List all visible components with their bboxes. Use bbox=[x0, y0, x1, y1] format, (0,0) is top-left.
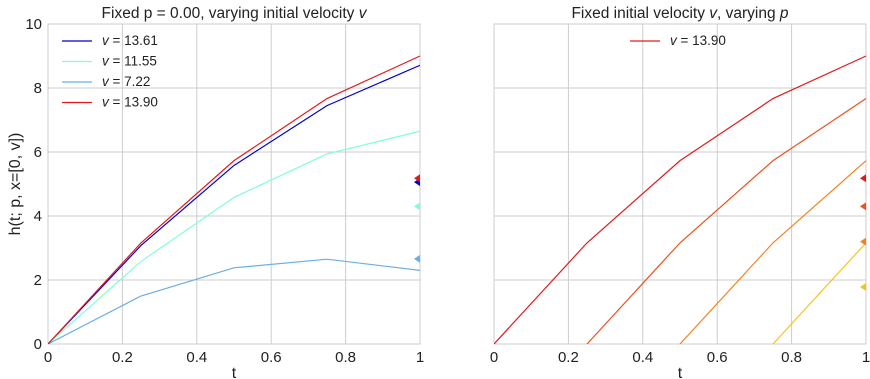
chart-title-variable: v bbox=[359, 5, 368, 22]
series-end-marker bbox=[860, 202, 866, 211]
x-tick-label: 0.2 bbox=[112, 349, 133, 366]
legend-value: = 7.22 bbox=[109, 74, 151, 89]
x-tick-label: 0.8 bbox=[781, 349, 802, 366]
legend-label: v = 13.90 bbox=[102, 95, 158, 110]
legend-variable: v bbox=[102, 74, 110, 89]
y-tick-label: 10 bbox=[25, 16, 42, 33]
legend-variable: v bbox=[102, 54, 110, 69]
series-line bbox=[48, 130, 420, 344]
chart-title: Fixed p = 0.00, varying initial velocity… bbox=[102, 5, 368, 22]
grid bbox=[493, 23, 867, 345]
legend-value: = 13.90 bbox=[677, 33, 726, 48]
series-line bbox=[586, 98, 866, 344]
chart-title: Fixed initial velocity v, varying p bbox=[571, 5, 788, 22]
chart-title-text: Fixed initial velocity bbox=[571, 5, 709, 22]
chart-title-suffix: , varying bbox=[717, 5, 780, 22]
series-line bbox=[48, 258, 420, 344]
series-end-marker bbox=[414, 254, 420, 263]
chart-title-variable: p bbox=[779, 5, 789, 22]
legend-variable: v bbox=[102, 95, 110, 110]
series-line bbox=[48, 55, 420, 344]
x-tick-label: 0.2 bbox=[558, 349, 579, 366]
x-axis-label: t bbox=[232, 365, 237, 379]
x-tick-label: 0.8 bbox=[335, 349, 356, 366]
x-tick-label: 0.4 bbox=[632, 349, 653, 366]
x-tick-label: 1 bbox=[862, 349, 870, 366]
y-tick-label: 4 bbox=[34, 208, 42, 225]
series-line bbox=[679, 160, 866, 344]
legend: v = 13.61v = 11.55v = 7.22v = 13.90 bbox=[62, 33, 158, 110]
series-lines bbox=[48, 55, 420, 344]
series-line bbox=[48, 64, 420, 344]
legend: v = 13.90 bbox=[630, 33, 726, 48]
series-line bbox=[772, 242, 866, 344]
x-tick-label: 0.6 bbox=[261, 349, 282, 366]
y-tick-label: 2 bbox=[34, 272, 42, 289]
x-tick-label: 0.6 bbox=[707, 349, 728, 366]
series-end-marker bbox=[860, 174, 866, 183]
y-tick-label: 6 bbox=[34, 144, 42, 161]
series-end-marker bbox=[414, 174, 420, 183]
legend-label: v = 13.61 bbox=[102, 33, 158, 48]
series-end-marker bbox=[860, 283, 866, 292]
x-tick-label: 1 bbox=[416, 349, 424, 366]
series-end-marker bbox=[860, 237, 866, 246]
x-axis-label: t bbox=[678, 365, 683, 379]
y-axis-label: h(t; p, x=[0, v]) bbox=[7, 133, 24, 236]
x-tick-label: 0 bbox=[490, 349, 498, 366]
y-tick-label: 0 bbox=[34, 336, 42, 353]
right-chart-panel: 0 0.2 0.4 0.6 0.8 1 t Fixed initial velocity v,… bbox=[490, 5, 870, 379]
series-end-marker bbox=[414, 202, 420, 211]
series-lines bbox=[494, 55, 866, 344]
chart-title-variable: v bbox=[709, 5, 718, 22]
legend-label: v = 7.22 bbox=[102, 74, 150, 89]
legend-label: v = 11.55 bbox=[102, 54, 157, 69]
grid bbox=[47, 23, 421, 345]
legend-value: = 13.90 bbox=[109, 95, 158, 110]
plot-frame bbox=[493, 23, 867, 345]
legend-variable: v bbox=[670, 33, 678, 48]
y-tick-label: 8 bbox=[34, 80, 42, 97]
x-tick-label: 0 bbox=[44, 349, 52, 366]
legend-value: = 11.55 bbox=[109, 54, 157, 69]
legend-label: v = 13.90 bbox=[670, 33, 726, 48]
x-tick-label: 0.4 bbox=[186, 349, 207, 366]
legend-variable: v bbox=[102, 33, 110, 48]
series-line bbox=[494, 55, 866, 344]
chart-title-text: Fixed p = 0.00, varying initial velocity bbox=[102, 5, 359, 22]
legend-value: = 13.61 bbox=[109, 33, 158, 48]
plot-frame bbox=[47, 23, 421, 345]
